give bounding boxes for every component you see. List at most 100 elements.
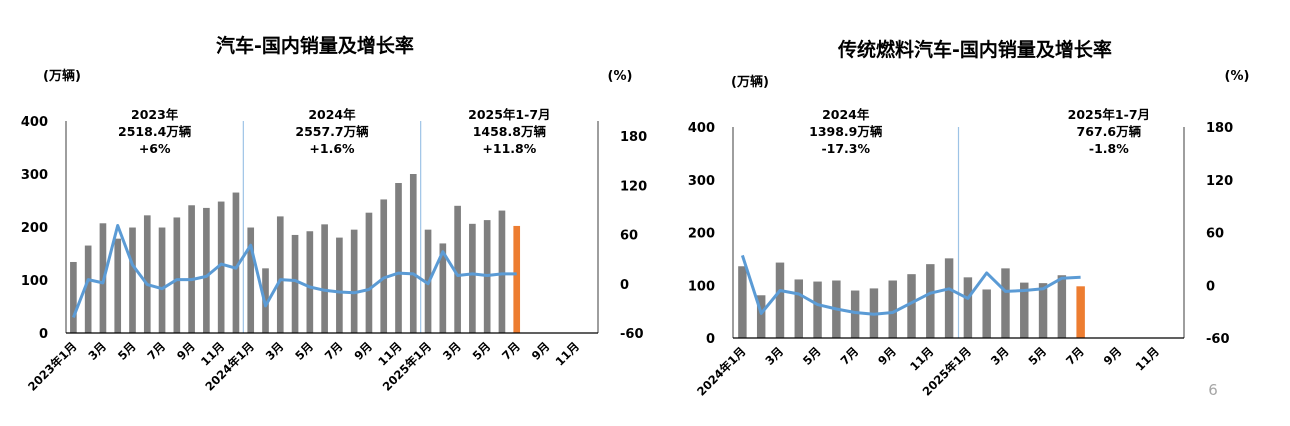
bar	[84, 245, 92, 333]
bar	[306, 231, 314, 333]
x-tick-label: 9月	[875, 344, 899, 368]
y-tick-label: 400	[21, 115, 48, 130]
y-axis-label: (万辆)	[43, 68, 81, 84]
y-tick-label: 200	[688, 227, 715, 242]
bar	[247, 227, 255, 333]
bar	[850, 290, 860, 338]
bar	[114, 238, 122, 333]
y-tick-label: 0	[706, 332, 715, 347]
annotation-growth: -17.3%	[821, 141, 870, 156]
bar	[203, 207, 210, 333]
y2-axis-label: (%)	[1225, 69, 1250, 84]
annotation-period: 2023年	[131, 107, 179, 122]
bar	[217, 201, 225, 333]
bar	[395, 183, 402, 333]
annotation-growth: +6%	[139, 141, 171, 156]
y2-tick-label: -60	[1206, 332, 1230, 347]
bar	[944, 258, 954, 338]
x-tick-label: 7月	[322, 339, 346, 363]
annotation-total: 767.6万辆	[1077, 124, 1142, 139]
bar	[498, 210, 506, 333]
y2-tick-label: 180	[620, 130, 647, 145]
bar	[756, 295, 766, 338]
x-tick-label: 3月	[85, 339, 109, 363]
chart-title: 传统燃料汽车-国内销量及增长率	[837, 38, 1112, 61]
x-tick-label: 7月	[1063, 344, 1087, 368]
bar	[926, 264, 935, 338]
bar	[775, 262, 785, 338]
bar	[276, 216, 284, 333]
x-tick-label: 2023年1月	[25, 339, 79, 393]
bar	[291, 234, 299, 333]
bar	[365, 212, 373, 333]
y-tick-label: 300	[688, 174, 715, 189]
bar	[1038, 283, 1048, 338]
annotation-period: 2025年1-7月	[468, 107, 550, 122]
annotation-growth: +11.8%	[482, 141, 536, 156]
bar	[129, 227, 136, 333]
bar	[454, 205, 461, 333]
bar-highlight	[513, 225, 521, 333]
x-tick-label: 3月	[988, 344, 1012, 368]
y-tick-label: 300	[21, 168, 48, 183]
annotation-growth: +1.6%	[309, 141, 355, 156]
growth-rate-line	[740, 254, 1081, 316]
bar	[232, 192, 240, 333]
bar	[1020, 282, 1029, 338]
y-tick-label: 200	[21, 221, 48, 236]
y2-tick-label: 60	[620, 229, 638, 244]
bar	[794, 279, 803, 338]
bar	[188, 205, 195, 333]
x-tick-label: 3月	[440, 339, 464, 363]
x-tick-label: 9月	[351, 339, 375, 363]
y2-tick-label: -60	[620, 327, 644, 342]
x-tick-label: 11月	[907, 344, 936, 373]
x-tick-label: 5月	[1025, 344, 1049, 368]
x-tick-label: 7月	[499, 339, 523, 363]
x-tick-label: 11月	[1133, 344, 1162, 373]
bar	[439, 243, 447, 333]
bar	[738, 266, 747, 338]
bar	[380, 199, 388, 333]
y-tick-label: 100	[21, 274, 48, 289]
x-tick-label: 11月	[553, 339, 582, 368]
x-tick-label: 2024年1月	[694, 344, 748, 398]
y2-axis-label: (%)	[608, 69, 633, 84]
bar	[321, 224, 328, 333]
bar	[982, 289, 991, 338]
page-number: 6	[1208, 381, 1218, 399]
y2-tick-label: 60	[1206, 227, 1224, 242]
bar	[469, 223, 476, 333]
x-tick-label: 5月	[292, 339, 316, 363]
y2-tick-label: 120	[620, 179, 647, 194]
y-tick-label: 0	[39, 327, 48, 342]
annotation-period: 2025年1-7月	[1068, 107, 1150, 122]
bar	[350, 229, 358, 333]
y2-tick-label: 180	[1206, 121, 1233, 136]
y2-tick-label: 120	[1206, 174, 1233, 189]
bar	[888, 280, 897, 338]
annotation-total: 2518.4万辆	[118, 124, 192, 139]
bar	[813, 281, 822, 338]
chart-title: 汽车-国内销量及增长率	[216, 34, 414, 57]
x-tick-label: 5月	[470, 339, 494, 363]
x-tick-label: 5月	[115, 339, 139, 363]
bar	[907, 274, 916, 338]
bar	[143, 215, 151, 333]
x-tick-label: 3月	[263, 339, 287, 363]
x-tick-label: 9月	[1101, 344, 1125, 368]
bar	[173, 217, 181, 333]
y-axis-label: (万辆)	[731, 74, 769, 90]
annotation-growth: -1.8%	[1089, 141, 1129, 156]
annotation-total: 1398.9万辆	[809, 124, 883, 139]
bar-highlight	[1076, 286, 1085, 338]
x-tick-label: 7月	[144, 339, 168, 363]
bar	[336, 237, 343, 333]
annotation-period: 2024年	[308, 107, 356, 122]
annotation-total: 1458.8万辆	[473, 124, 547, 139]
growth-rate-line	[72, 224, 517, 318]
bar	[158, 227, 166, 333]
y-tick-label: 400	[688, 121, 715, 136]
